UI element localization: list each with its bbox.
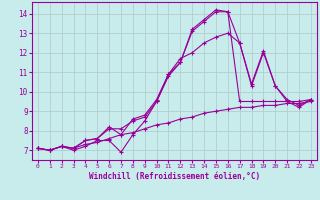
X-axis label: Windchill (Refroidissement éolien,°C): Windchill (Refroidissement éolien,°C) (89, 172, 260, 181)
